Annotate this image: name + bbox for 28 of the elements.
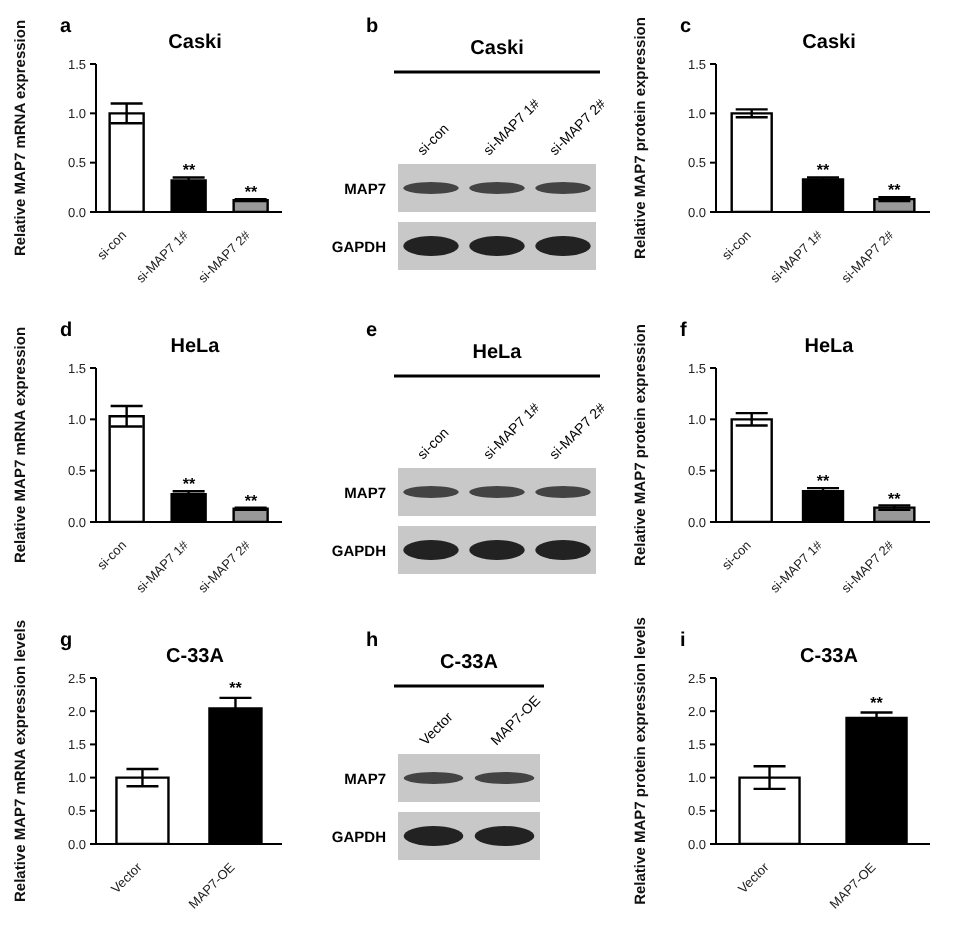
- chart-title: HeLa: [802, 336, 856, 358]
- text: c: [680, 16, 692, 38]
- text: g: [60, 630, 73, 652]
- annotation: **: [870, 693, 885, 712]
- text: C-33A: [440, 652, 498, 674]
- annotation: **: [182, 161, 197, 180]
- annotation: **: [888, 489, 903, 508]
- annotation: **: [229, 679, 244, 698]
- annotation: **: [816, 472, 831, 491]
- chart-title: Caski: [166, 32, 224, 54]
- text: a: [60, 16, 72, 38]
- text: b: [366, 16, 379, 38]
- chart-title: HeLa: [168, 336, 222, 358]
- text: Caski: [470, 38, 525, 60]
- chart-title: C-33A: [164, 646, 226, 668]
- chart-title: Caski: [800, 32, 858, 54]
- annotation: **: [244, 491, 259, 510]
- annotation: **: [244, 183, 259, 202]
- text: e: [366, 320, 378, 342]
- text: i: [680, 630, 686, 652]
- annotation: **: [182, 475, 197, 494]
- text: h: [366, 630, 379, 652]
- text: f: [680, 320, 687, 342]
- chart-title: C-33A: [798, 646, 860, 668]
- annotation: **: [816, 161, 831, 180]
- text: d: [60, 320, 73, 342]
- annotation: **: [888, 181, 903, 200]
- text: HeLa: [472, 342, 523, 364]
